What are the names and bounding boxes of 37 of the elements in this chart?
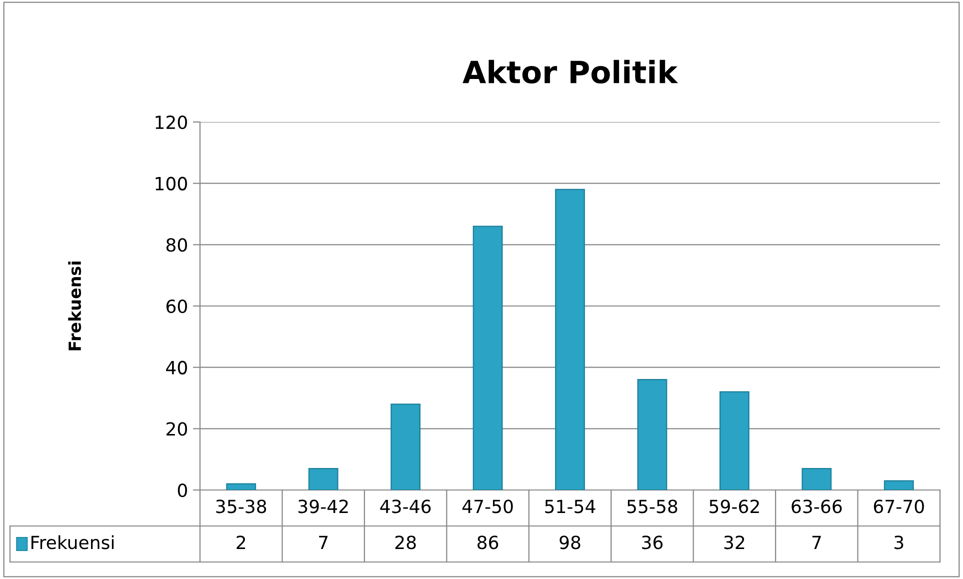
data-label: 98 (560, 536, 580, 550)
bar (884, 480, 914, 490)
data-label: 7 (319, 536, 328, 549)
y-tick-label: 100 (156, 176, 187, 190)
legend-label: Frekuensi (32, 535, 114, 550)
bar (802, 468, 832, 490)
x-tick-label: 39-42 (298, 500, 348, 514)
bar (720, 391, 750, 490)
y-tick-label: 20 (166, 422, 187, 436)
data-label: 28 (395, 536, 416, 550)
x-tick-label: 35-38 (216, 500, 266, 514)
data-label: 3 (894, 536, 904, 550)
bar (308, 468, 338, 490)
x-tick-label: 67-70 (874, 500, 924, 514)
bar (472, 226, 503, 490)
y-tick-label: 0 (178, 483, 187, 498)
data-label: 7 (812, 536, 821, 549)
y-tick-label: 120 (156, 115, 187, 130)
x-tick-label: 59-62 (710, 500, 759, 514)
bar (226, 483, 256, 490)
bar (555, 188, 585, 490)
x-tick-label: 47-50 (462, 500, 513, 514)
chart-title: Aktor Politik (462, 60, 678, 84)
bar (390, 404, 420, 490)
y-tick-label: 60 (166, 299, 187, 314)
data-label: 32 (724, 536, 744, 550)
x-tick-label: 63-66 (792, 500, 842, 514)
x-tick-label: 43-46 (380, 500, 431, 514)
data-label: 2 (236, 536, 246, 549)
x-tick-label: 51-54 (545, 500, 596, 514)
y-axis-title: Frekuensi (68, 262, 82, 350)
data-label: 86 (478, 536, 498, 550)
x-tick-label: 55-58 (627, 500, 678, 514)
data-label: 36 (642, 536, 663, 550)
y-tick-label: 80 (166, 238, 187, 252)
bar (637, 379, 668, 490)
y-tick-label: 40 (166, 360, 187, 374)
